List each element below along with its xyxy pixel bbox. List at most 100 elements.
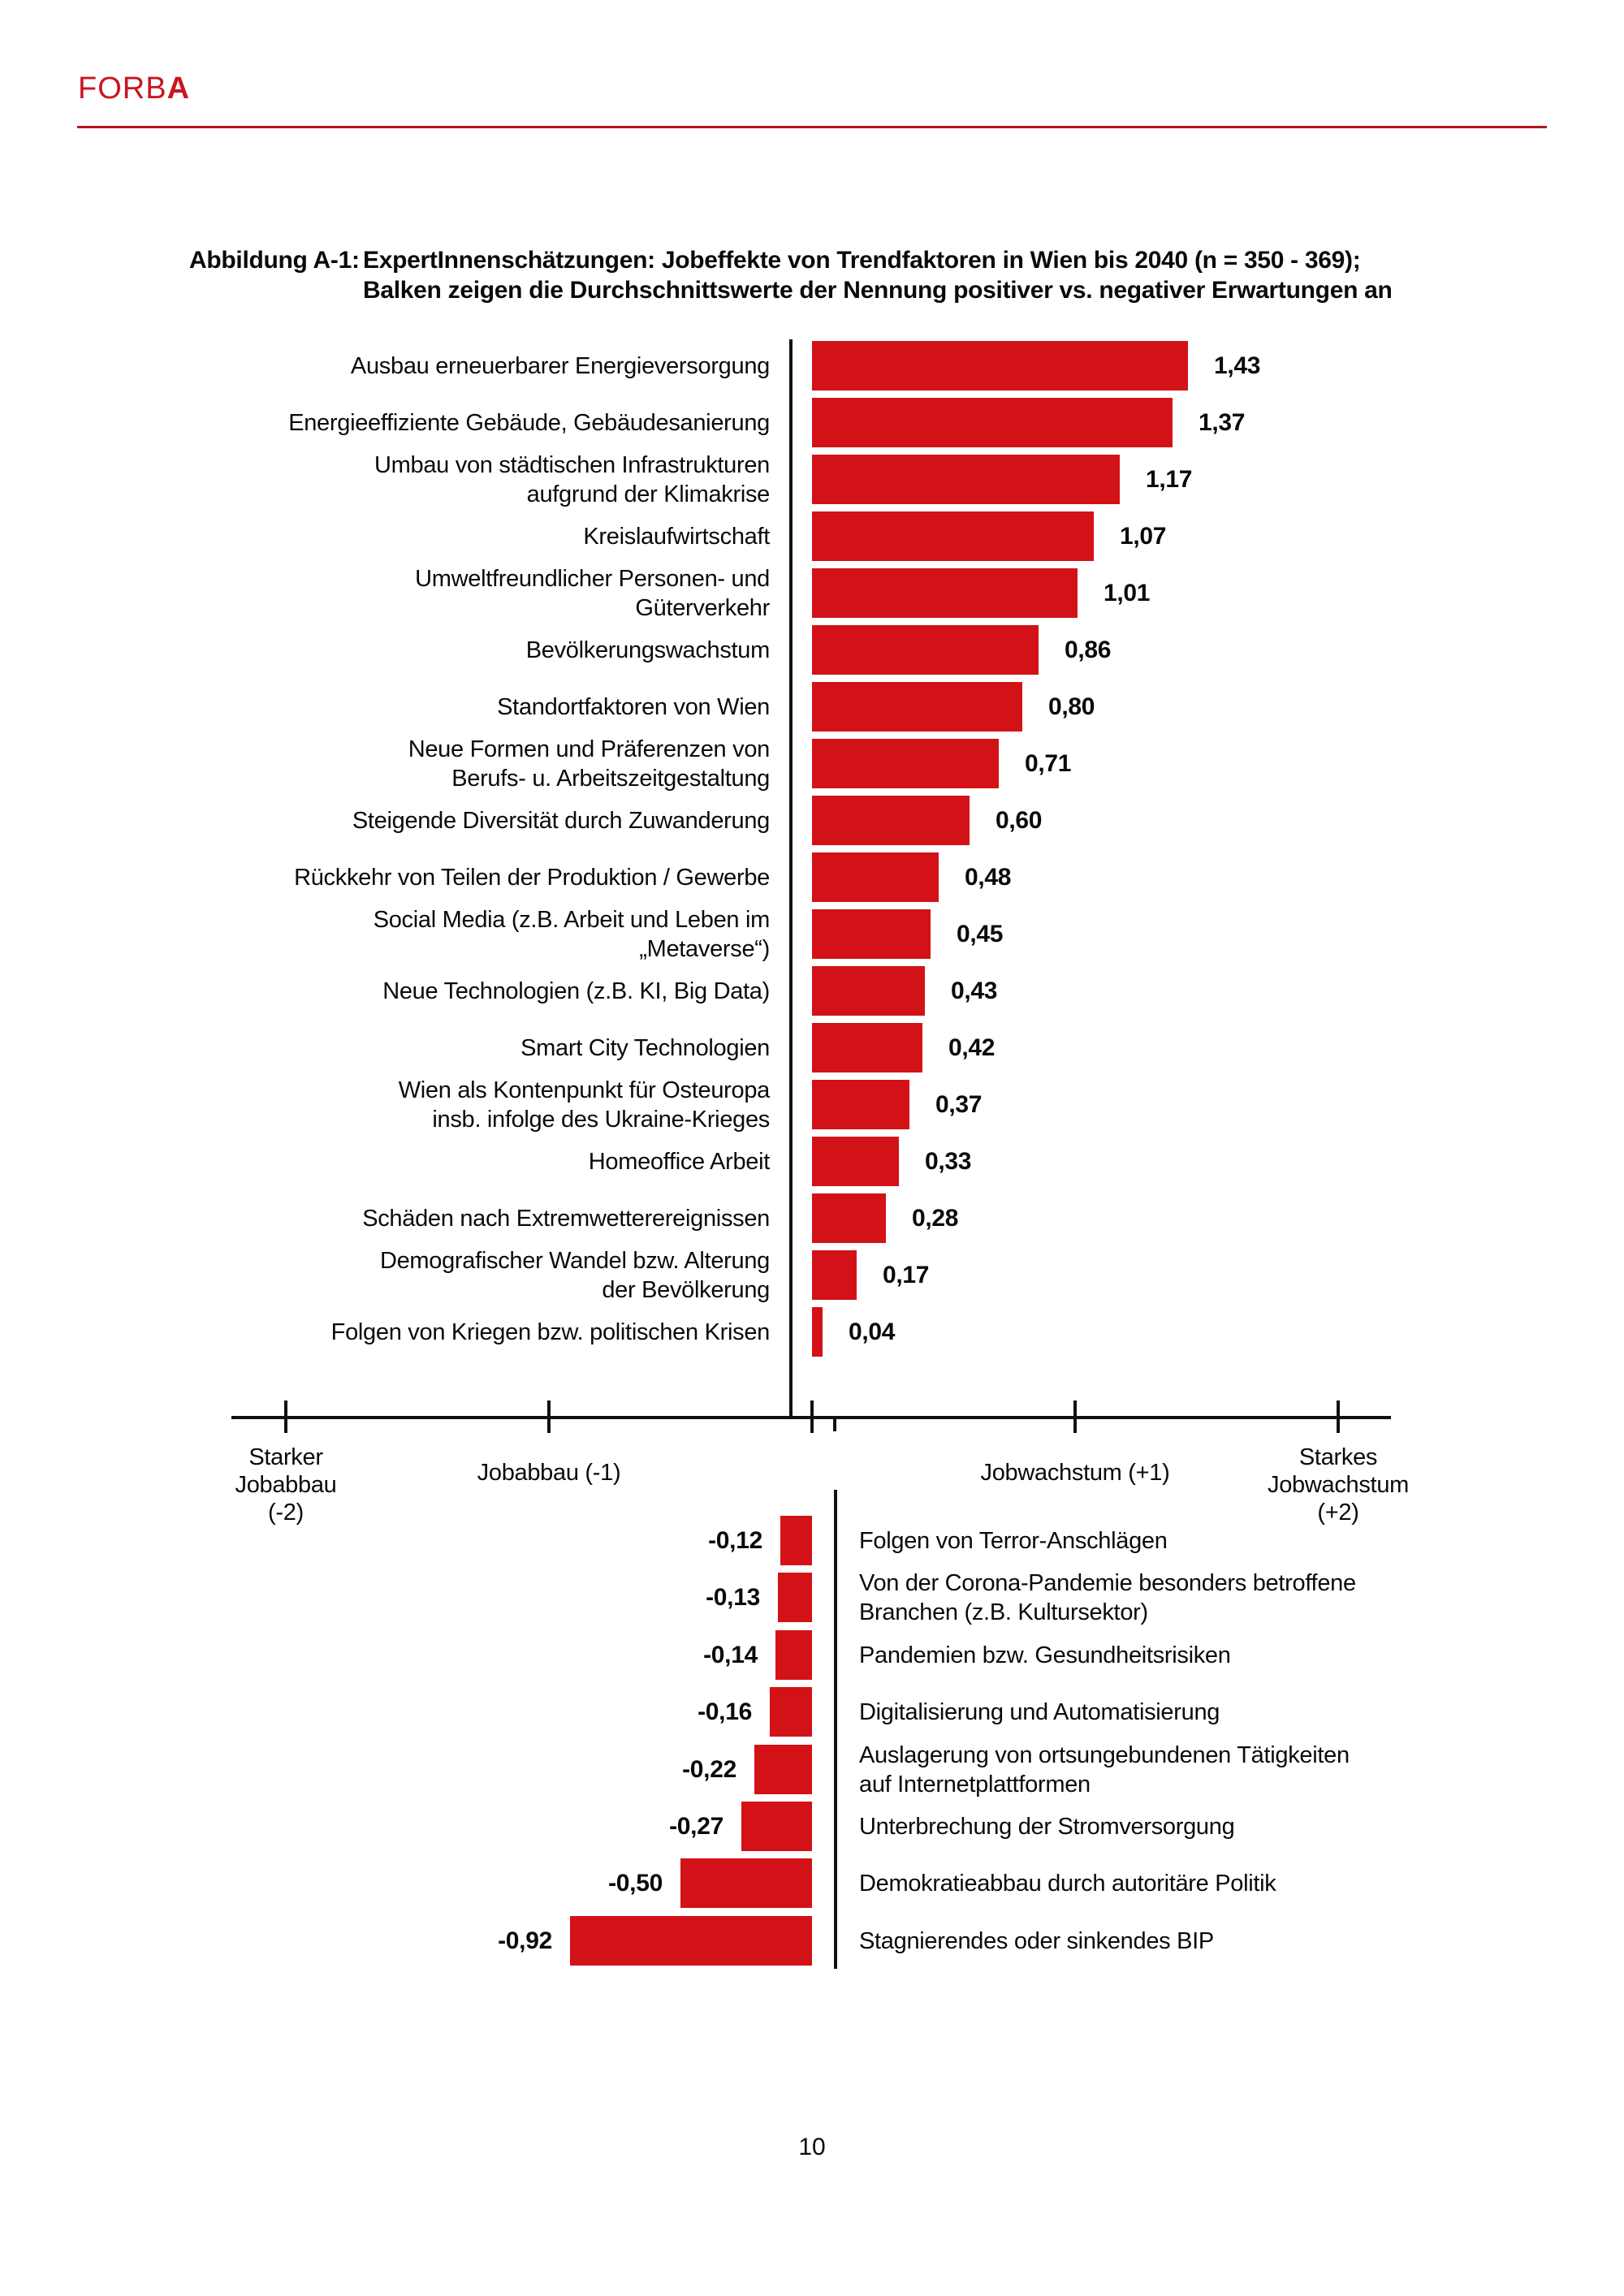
label-line: Jobwachstum (+1) — [980, 1460, 1170, 1486]
upper-chart-axis — [789, 339, 793, 1419]
negative-bar — [778, 1573, 812, 1622]
category-label: Rückkehr von Teilen der Produktion / Gew… — [154, 848, 770, 906]
axis-label: Jobabbau (-1) — [477, 1459, 621, 1487]
value-label: -0,50 — [608, 1869, 663, 1897]
category-label: Homeoffice Arbeit — [154, 1133, 771, 1190]
value-label: -0,16 — [698, 1698, 752, 1725]
value-label: 1,43 — [1214, 352, 1261, 379]
label-line: Steigende Diversität durch Zuwanderung — [352, 807, 770, 834]
label-line: „Metaverse“) — [639, 935, 770, 962]
label-line: Smart City Technologien — [520, 1034, 770, 1061]
label-line: Homeoffice Arbeit — [588, 1148, 771, 1175]
axis-label: Jobwachstum (+1) — [981, 1459, 1170, 1487]
positive-bar — [812, 398, 1173, 447]
label-line: Starkes — [1298, 1444, 1378, 1470]
label-line: Neue Technologien (z.B. KI, Big Data) — [382, 978, 770, 1004]
value-label: 1,07 — [1120, 522, 1167, 550]
value-label: 0,80 — [1048, 693, 1095, 720]
value-label: 0,43 — [951, 977, 998, 1004]
label-line: Demografischer Wandel bzw. Alterung — [379, 1247, 770, 1274]
label-line: Jobabbau — [235, 1472, 337, 1498]
label-line: insb. infolge des Ukraine-Krieges — [432, 1106, 770, 1133]
category-label: Von der Corona-Pandemie besonders betrof… — [859, 1569, 1590, 1626]
label-line: Kreislaufwirtschaft — [583, 523, 770, 550]
label-line: Umweltfreundlicher Personen- und — [415, 565, 770, 592]
value-label: -0,27 — [669, 1812, 723, 1840]
category-label: Auslagerung von ortsungebundenen Tätigke… — [859, 1741, 1590, 1798]
axis-label: Starker Jobabbau (-2) — [235, 1444, 337, 1526]
category-label: Neue Technologien (z.B. KI, Big Data) — [154, 962, 770, 1020]
positive-bar — [812, 1307, 823, 1357]
value-label: -0,22 — [682, 1755, 736, 1783]
value-label: 0,28 — [912, 1204, 959, 1232]
positive-bar — [812, 1137, 899, 1186]
value-label: 0,42 — [948, 1034, 996, 1061]
value-label: -0,12 — [708, 1526, 762, 1554]
negative-bar — [770, 1687, 812, 1737]
label-line: Digitalisierung und Automatisierung — [859, 1698, 1220, 1725]
value-label: 1,37 — [1199, 408, 1246, 436]
label-line: Auslagerung von ortsungebundenen Tätigke… — [859, 1741, 1350, 1768]
category-label: Bevölkerungswachstum — [154, 621, 771, 679]
positive-bar — [812, 739, 999, 788]
negative-bar — [570, 1916, 812, 1966]
positive-bar — [812, 1193, 886, 1243]
negative-bar — [754, 1745, 812, 1794]
value-label: 0,45 — [957, 920, 1004, 947]
label-line: Schäden nach Extremwetterereignissen — [362, 1205, 770, 1232]
positive-bar — [812, 625, 1039, 675]
label-line: Bevölkerungswachstum — [525, 637, 771, 663]
positive-bar — [812, 341, 1188, 391]
positive-bar — [812, 796, 970, 845]
axis-tick — [284, 1400, 287, 1433]
header-divider — [77, 126, 1547, 128]
label-line: der Bevölkerung — [602, 1276, 770, 1303]
category-label: Ausbau erneuerbarer Energieversorgung — [154, 337, 770, 395]
category-label: Umweltfreundlicher Personen- und Güterver… — [154, 564, 770, 622]
positive-bar — [812, 852, 939, 902]
value-label: 0,71 — [1025, 749, 1072, 777]
category-label: Wien als Kontenpunkt für Osteuropa insb. … — [154, 1076, 771, 1133]
axis-subtick — [833, 1418, 836, 1431]
axis-tick — [1073, 1400, 1077, 1433]
label-line: Jobabbau (-1) — [477, 1460, 621, 1486]
label-line: Stagnierendes oder sinkendes BIP — [859, 1927, 1214, 1954]
label-line: Umbau von städtischen Infrastrukturen — [374, 451, 770, 478]
label-line: Jobwachstum — [1268, 1472, 1409, 1498]
label-line: Neue Formen und Präferenzen von — [408, 736, 771, 762]
category-label: Smart City Technologien — [154, 1019, 770, 1077]
category-label: Standortfaktoren von Wien — [154, 678, 770, 736]
value-label: 0,60 — [996, 806, 1043, 834]
forba-logo-accent: A — [166, 71, 191, 106]
category-label: Pandemien bzw. Gesundheitsrisiken — [859, 1626, 1590, 1684]
positive-bar — [812, 511, 1094, 561]
category-label: Social Media (z.B. Arbeit und Leben im „M… — [154, 905, 771, 963]
label-line: Folgen von Terror-Anschlägen — [859, 1527, 1168, 1554]
category-label: Digitalisierung und Automatisierung — [859, 1683, 1590, 1741]
label-line: Güterverkehr — [635, 594, 770, 621]
category-label: Unterbrechung der Stromversorgung — [859, 1798, 1590, 1855]
label-line: Folgen von Kriegen bzw. politischen Kris… — [330, 1318, 771, 1345]
value-label: -0,92 — [498, 1927, 552, 1954]
label-line: Starker — [248, 1444, 323, 1470]
positive-bar — [812, 455, 1120, 504]
figure-title-line1: ExpertInnenschätzungen: Jobeffekte von T… — [363, 247, 1361, 274]
axis-tick — [810, 1400, 814, 1433]
value-label: -0,13 — [706, 1583, 760, 1611]
label-line: auf Internetplattformen — [859, 1771, 1091, 1798]
axis-tick — [1337, 1400, 1340, 1433]
positive-bar — [812, 682, 1022, 732]
value-label: -0,14 — [703, 1641, 758, 1668]
category-label: Demografischer Wandel bzw. Alterung der B… — [154, 1246, 770, 1304]
category-label: Kreislaufwirtschaft — [154, 507, 770, 565]
value-label: 0,17 — [883, 1261, 930, 1288]
label-line: Pandemien bzw. Gesundheitsrisiken — [859, 1642, 1231, 1668]
positive-bar — [812, 568, 1078, 618]
label-line: Berufs- u. Arbeitszeitgestaltung — [451, 765, 770, 792]
axis-tick — [547, 1400, 551, 1433]
category-label: Demokratieabbau durch autoritäre Politik — [859, 1854, 1590, 1912]
negative-bar — [741, 1802, 812, 1851]
figure-number: Abbildung A-1: — [189, 247, 360, 274]
category-label: Folgen von Terror-Anschlägen — [859, 1512, 1590, 1569]
